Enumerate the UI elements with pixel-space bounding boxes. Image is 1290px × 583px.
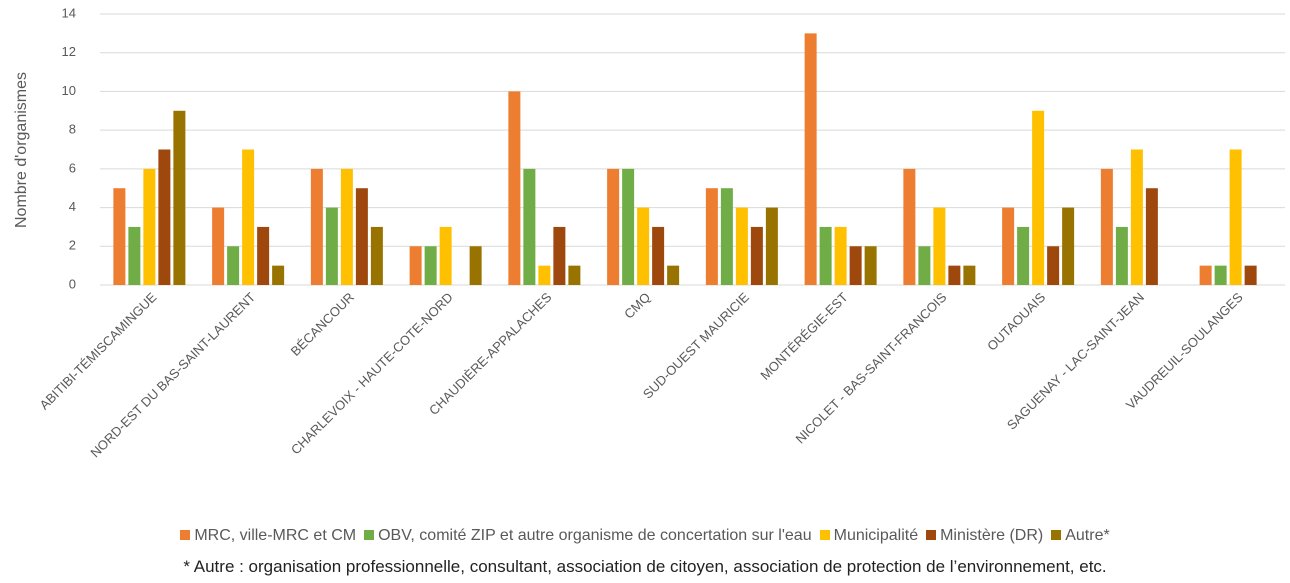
legend-item: Autre* bbox=[1051, 527, 1110, 545]
bar bbox=[607, 168, 620, 285]
y-tick-label: 14 bbox=[62, 5, 76, 20]
legend-swatch bbox=[1051, 530, 1062, 540]
bar bbox=[128, 226, 141, 285]
bar bbox=[918, 246, 931, 285]
bar bbox=[750, 226, 763, 285]
bar bbox=[933, 207, 946, 285]
bar bbox=[568, 265, 581, 285]
y-tick-label: 4 bbox=[69, 199, 76, 214]
bar bbox=[508, 91, 521, 285]
bar bbox=[1244, 265, 1257, 285]
bar bbox=[143, 168, 156, 285]
legend-label: Municipalité bbox=[833, 527, 919, 544]
bar bbox=[242, 149, 255, 285]
bar bbox=[355, 188, 368, 285]
bar bbox=[173, 110, 186, 286]
bar bbox=[765, 207, 778, 285]
x-tick-label: ABITIBI-TÉMISCAMINGUE bbox=[37, 289, 160, 412]
bar bbox=[735, 207, 748, 285]
bar bbox=[424, 246, 437, 285]
bar bbox=[340, 168, 353, 285]
bar bbox=[158, 149, 171, 285]
x-tick-label: SUD-OUEST MAURICIE bbox=[640, 289, 752, 401]
bar bbox=[1199, 265, 1212, 285]
bar bbox=[439, 226, 452, 285]
bar bbox=[272, 265, 285, 285]
bar bbox=[864, 246, 877, 285]
x-tick-label: CMQ bbox=[621, 290, 653, 322]
x-tick-label: OUTAOUAIS bbox=[984, 289, 1048, 353]
chart: Nombre d'organismes 0 2 4 6 8 10 12 14 ABITIBI-T… bbox=[13, 5, 1285, 460]
bar bbox=[1145, 188, 1158, 285]
bar bbox=[409, 246, 422, 285]
y-tick-label: 10 bbox=[62, 83, 76, 98]
bar bbox=[469, 246, 482, 285]
bar bbox=[720, 188, 733, 285]
bar bbox=[538, 265, 551, 285]
bar bbox=[637, 207, 650, 285]
y-tick-label: 2 bbox=[69, 238, 76, 253]
bar bbox=[1017, 226, 1030, 285]
x-tick-label: MONTÉRÉGIE-EST bbox=[757, 289, 850, 382]
x-tick-label: CHARLEVOIX - HAUTE-COTE-NORD bbox=[288, 290, 456, 458]
bar bbox=[849, 246, 862, 285]
legend-item: Ministère (DR) bbox=[926, 527, 1043, 545]
bar bbox=[1062, 207, 1075, 285]
legend-swatch bbox=[364, 530, 375, 540]
y-tick-label: 12 bbox=[62, 44, 76, 59]
bar bbox=[212, 207, 225, 285]
bar bbox=[622, 168, 635, 285]
bar bbox=[113, 188, 126, 285]
bar bbox=[819, 226, 832, 285]
footnote: * Autre : organisation professionnelle, … bbox=[183, 557, 1107, 576]
legend-swatch bbox=[180, 530, 191, 540]
bar bbox=[553, 226, 566, 285]
bar bbox=[325, 207, 338, 285]
bar bbox=[1115, 226, 1128, 285]
legend-label: MRC, ville-MRC et CM bbox=[194, 527, 357, 544]
legend-label: Ministère (DR) bbox=[940, 527, 1044, 544]
legend-swatch bbox=[819, 530, 830, 540]
bar bbox=[1047, 246, 1060, 285]
bar bbox=[227, 246, 240, 285]
legend-item: MRC, ville-MRC et CM bbox=[180, 527, 356, 545]
bar bbox=[1229, 149, 1242, 285]
bar bbox=[948, 265, 961, 285]
bar bbox=[1002, 207, 1015, 285]
bar bbox=[1130, 149, 1143, 285]
x-tick-label: VAUDREUIL-SOULANGES bbox=[1123, 289, 1246, 412]
y-axis-label: Nombre d'organismes bbox=[13, 72, 30, 228]
bar bbox=[667, 265, 680, 285]
bar bbox=[310, 168, 323, 285]
bar bbox=[903, 168, 916, 285]
y-tick-label: 0 bbox=[69, 276, 76, 291]
x-tick-label: NORD-EST DU BAS-SAINT-LAURENT bbox=[87, 289, 258, 460]
bar bbox=[1100, 168, 1113, 285]
bar bbox=[834, 226, 847, 285]
bar bbox=[804, 33, 817, 285]
bar bbox=[652, 226, 665, 285]
bar bbox=[963, 265, 976, 285]
legend-swatch bbox=[926, 530, 937, 540]
y-tick-label: 6 bbox=[69, 160, 76, 175]
x-tick-label: BÉCANCOUR bbox=[288, 290, 357, 359]
legend-item: Municipalité bbox=[819, 527, 919, 545]
legend-label: Autre* bbox=[1065, 527, 1110, 544]
legend-item: OBV, comité ZIP et autre organisme de co… bbox=[364, 527, 812, 545]
bar bbox=[1032, 110, 1045, 286]
bar bbox=[257, 226, 270, 285]
bar bbox=[1214, 265, 1227, 285]
bar bbox=[705, 188, 718, 285]
legend: MRC, ville-MRC et CM OBV, comité ZIP et a… bbox=[0, 527, 1290, 545]
bar bbox=[523, 168, 536, 285]
legend-label: OBV, comité ZIP et autre organisme de co… bbox=[378, 527, 812, 544]
y-tick-label: 8 bbox=[69, 122, 76, 137]
bar bbox=[370, 226, 383, 285]
